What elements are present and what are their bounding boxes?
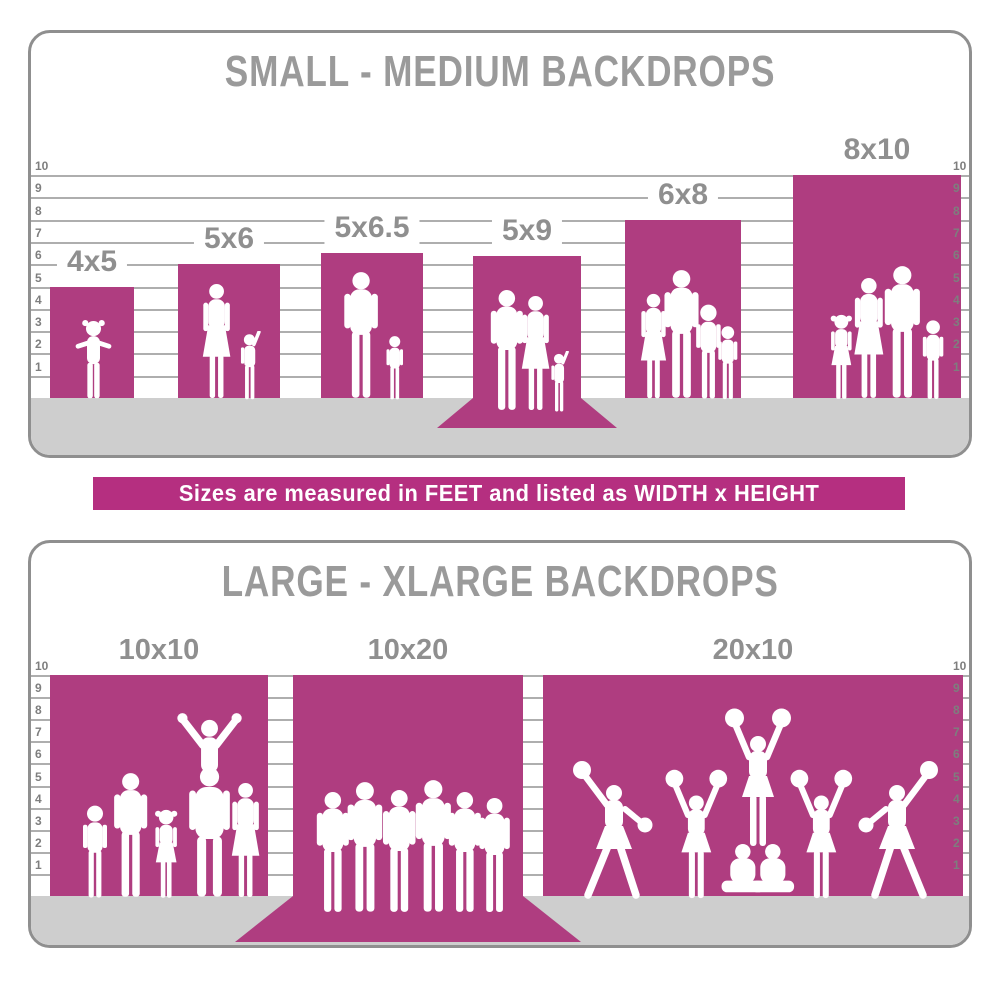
scale-tick-left-4: 4 [35,292,42,307]
small-medium-backdrops-panel: SMALL - MEDIUM BACKDROPS 4x5 5x6 5x6.5 5x9 6… [28,30,972,458]
scale-tick-right-1: 1 [953,359,960,374]
sizing-note-text: Sizes are measured in FEET and listed as… [178,480,820,506]
scale-tick-left-5: 5 [35,270,42,285]
cheerleaders-lunge-silhouette-icon [568,750,658,900]
scale-tick-right-2: 2 [953,835,960,850]
scale-tick-right-3: 3 [953,813,960,828]
scale-tick-left-6: 6 [35,248,42,263]
scale-tick-right-10: 10 [953,159,967,173]
scale-tick-right-7: 7 [953,225,960,240]
scale-tick-left-8: 8 [35,703,42,718]
father-and-son-man-silhouette-icon [334,271,388,401]
scale-tick-left-2: 2 [35,337,42,352]
mother-and-child-wave-silhouette-icon [236,331,265,401]
scale-tick-right-8: 8 [953,703,960,718]
scale-tick-left-7: 7 [35,725,42,740]
scale-tick-right-2: 2 [953,337,960,352]
bar-size-label-6x8: 6x8 [647,178,719,212]
father-and-son-boy-silhouette-icon [381,335,409,401]
sports-team-man-silhouette-icon [470,797,519,915]
scale-tick-right-6: 6 [953,248,960,263]
bar-size-label-4x5: 4x5 [56,245,128,279]
scale-tick-left-2: 2 [35,835,42,850]
scale-tick-left-9: 9 [35,181,42,196]
scale-tick-right-10: 10 [953,659,967,673]
bar-size-label-10x10: 10x10 [108,634,210,667]
panel-title-text: LARGE - XLARGE BACKDROPS [221,557,779,606]
scale-tick-left-10: 10 [35,159,49,173]
cheerleaders-cheerv-silhouette-icon [784,760,859,900]
backdrop-bar-5x6 [178,264,280,398]
scale-tick-left-10: 10 [35,659,49,673]
gridline-10ft [31,175,969,177]
sizing-note-banner: Sizes are measured in FEET and listed as… [93,477,905,510]
scale-tick-right-4: 4 [953,292,960,307]
gridline-9ft [31,197,969,200]
bar-size-label-20x10: 20x10 [702,634,804,667]
bar-size-label-5x6-5: 5x6.5 [324,211,420,245]
bar-size-label-10x20: 10x20 [357,634,459,667]
backdrop-bar-8x10 [793,175,961,398]
scale-tick-right-8: 8 [953,203,960,218]
panel-title: SMALL - MEDIUM BACKDROPS [31,47,969,97]
floor-sweep-5x9 [437,398,617,428]
scale-tick-left-1: 1 [35,359,42,374]
scale-tick-right-6: 6 [953,747,960,762]
scale-tick-right-4: 4 [953,791,960,806]
scale-tick-left-9: 9 [35,681,42,696]
scale-tick-right-5: 5 [953,270,960,285]
cheerleaders-lunge-silhouette-icon [853,750,943,900]
scale-tick-left-3: 3 [35,813,42,828]
scale-tick-right-9: 9 [953,181,960,196]
scale-tick-left-8: 8 [35,203,42,218]
scale-tick-left-4: 4 [35,791,42,806]
scale-tick-left-7: 7 [35,225,42,240]
family-of-four-boy-silhouette-icon [712,325,744,401]
scale-tick-right-9: 9 [953,681,960,696]
scale-tick-left-3: 3 [35,315,42,330]
bar-size-label-5x9: 5x9 [491,214,563,248]
bar-size-label-5x6: 5x6 [193,222,265,256]
scale-tick-right-3: 3 [953,315,960,330]
couple-with-child-wave-silhouette-icon [547,351,573,413]
scale-tick-left-6: 6 [35,747,42,762]
scale-tick-left-5: 5 [35,769,42,784]
scale-tick-right-7: 7 [953,725,960,740]
toddler-girl-toddler-silhouette-icon [73,319,114,401]
panel-title-text: SMALL - MEDIUM BACKDROPS [224,47,776,96]
scale-tick-right-5: 5 [953,769,960,784]
extended-family-woman-silhouette-icon [221,782,270,900]
panel-title: LARGE - XLARGE BACKDROPS [31,557,969,607]
bar-size-label-8x10: 8x10 [833,133,921,167]
scale-tick-left-1: 1 [35,857,42,872]
floor-sweep-10x20 [235,896,581,942]
mother-and-child-woman-silhouette-icon [192,283,241,401]
family-of-four-boy-silhouette-icon [916,319,950,401]
large-xlarge-backdrops-panel: LARGE - XLARGE BACKDROPS 10x10 10x20 20x10… [28,540,972,948]
scale-tick-right-1: 1 [953,857,960,872]
